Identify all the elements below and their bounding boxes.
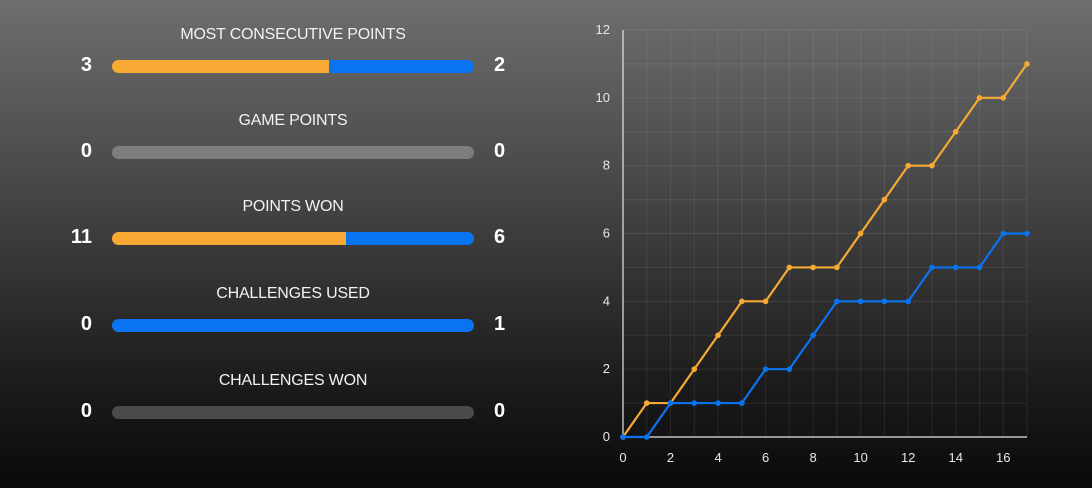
stat-right-value: 0 xyxy=(494,140,506,162)
stat-left-value: 3 xyxy=(80,54,92,76)
stat-row: POINTS WON 11 6 xyxy=(0,198,560,268)
y-tick-label: 6 xyxy=(603,226,610,241)
data-point-orange xyxy=(810,264,816,271)
data-point-orange xyxy=(786,264,793,271)
data-point-orange xyxy=(881,196,888,203)
y-tick-label: 12 xyxy=(596,22,610,37)
data-point-orange xyxy=(929,162,935,169)
y-tick-label: 2 xyxy=(603,361,610,376)
stat-row: CHALLENGES WON 0 0 xyxy=(0,372,560,442)
stat-right-value: 1 xyxy=(494,313,506,335)
data-point-blue xyxy=(762,366,769,372)
x-tick-label: 14 xyxy=(948,450,962,465)
data-point-orange xyxy=(739,298,745,305)
stat-row: CHALLENGES USED 0 1 xyxy=(0,285,560,355)
stat-title: POINTS WON xyxy=(242,198,344,215)
stat-row: GAME POINTS 0 0 xyxy=(0,112,560,182)
x-tick-label: 12 xyxy=(901,450,915,465)
data-point-blue xyxy=(620,434,626,440)
series-line-blue xyxy=(623,232,1027,439)
stat-right-value: 2 xyxy=(494,54,506,76)
data-point-orange xyxy=(976,95,983,101)
data-point-blue xyxy=(952,264,959,271)
stat-left-value: 0 xyxy=(80,313,92,335)
stat-title: CHALLENGES USED xyxy=(216,285,370,302)
data-point-orange xyxy=(834,264,840,271)
stat-bar-right-segment xyxy=(346,232,474,245)
x-tick-label: 16 xyxy=(996,450,1010,465)
stat-comparison-bar xyxy=(112,319,474,332)
y-tick-label: 10 xyxy=(596,90,610,105)
stat-bar-right-segment xyxy=(329,60,474,73)
data-point-blue xyxy=(739,400,745,406)
stat-bar-left-segment xyxy=(112,232,347,245)
data-point-blue xyxy=(929,264,935,271)
series-line-orange xyxy=(622,63,1028,438)
data-point-blue xyxy=(881,298,888,305)
data-point-blue xyxy=(1024,230,1030,237)
data-point-blue xyxy=(715,400,721,406)
stat-left-value: 11 xyxy=(70,226,92,248)
stat-bar-left-segment xyxy=(112,60,330,73)
data-point-blue xyxy=(786,366,793,372)
x-tick-label: 10 xyxy=(853,450,867,465)
stat-bar-right-segment xyxy=(112,319,474,332)
stat-left-value: 0 xyxy=(80,400,92,422)
data-point-orange xyxy=(905,162,911,169)
stat-comparison-bar xyxy=(112,232,474,245)
stat-title: GAME POINTS xyxy=(238,112,348,129)
x-tick-label: 2 xyxy=(667,450,674,465)
stat-row: MOST CONSECUTIVE POINTS 3 2 xyxy=(0,26,560,96)
stat-right-value: 6 xyxy=(494,226,506,248)
data-point-blue xyxy=(691,400,698,406)
y-tick-label: 0 xyxy=(603,429,610,444)
stat-title: CHALLENGES WON xyxy=(218,372,368,389)
stat-right-value: 0 xyxy=(494,400,506,422)
x-tick-label: 0 xyxy=(619,450,626,465)
data-point-orange xyxy=(691,366,698,372)
data-point-blue xyxy=(857,298,864,305)
data-point-orange xyxy=(643,400,650,406)
data-point-blue xyxy=(643,434,650,440)
data-point-blue xyxy=(976,264,983,271)
y-tick-label: 8 xyxy=(603,158,610,173)
stat-title: MOST CONSECUTIVE POINTS xyxy=(180,26,406,43)
match-stats-panel: MOST CONSECUTIVE POINTS 3 2 GAME POINTS 0 0 PO… xyxy=(0,26,560,442)
stat-left-value: 0 xyxy=(80,140,92,162)
points-progression-chart: 0 2 4 6 8 10 12 0 2 4 6 8 10 12 14 16 xyxy=(596,22,1030,465)
data-point-orange xyxy=(952,128,959,135)
data-point-blue xyxy=(905,298,911,305)
x-tick-label: 4 xyxy=(714,450,721,465)
data-point-orange xyxy=(1024,61,1030,67)
data-point-blue xyxy=(1000,230,1007,237)
x-tick-label: 8 xyxy=(810,450,817,465)
y-tick-label: 4 xyxy=(603,293,610,308)
stat-comparison-bar xyxy=(112,406,474,419)
data-point-orange xyxy=(857,230,864,237)
data-point-blue xyxy=(667,400,674,406)
stat-comparison-bar xyxy=(112,60,474,73)
data-point-blue xyxy=(834,298,840,305)
data-point-orange xyxy=(1000,95,1007,101)
data-point-orange xyxy=(762,298,769,305)
data-point-blue xyxy=(810,332,816,339)
data-point-orange xyxy=(715,332,721,339)
stat-comparison-bar xyxy=(112,146,474,159)
x-tick-label: 6 xyxy=(762,450,769,465)
